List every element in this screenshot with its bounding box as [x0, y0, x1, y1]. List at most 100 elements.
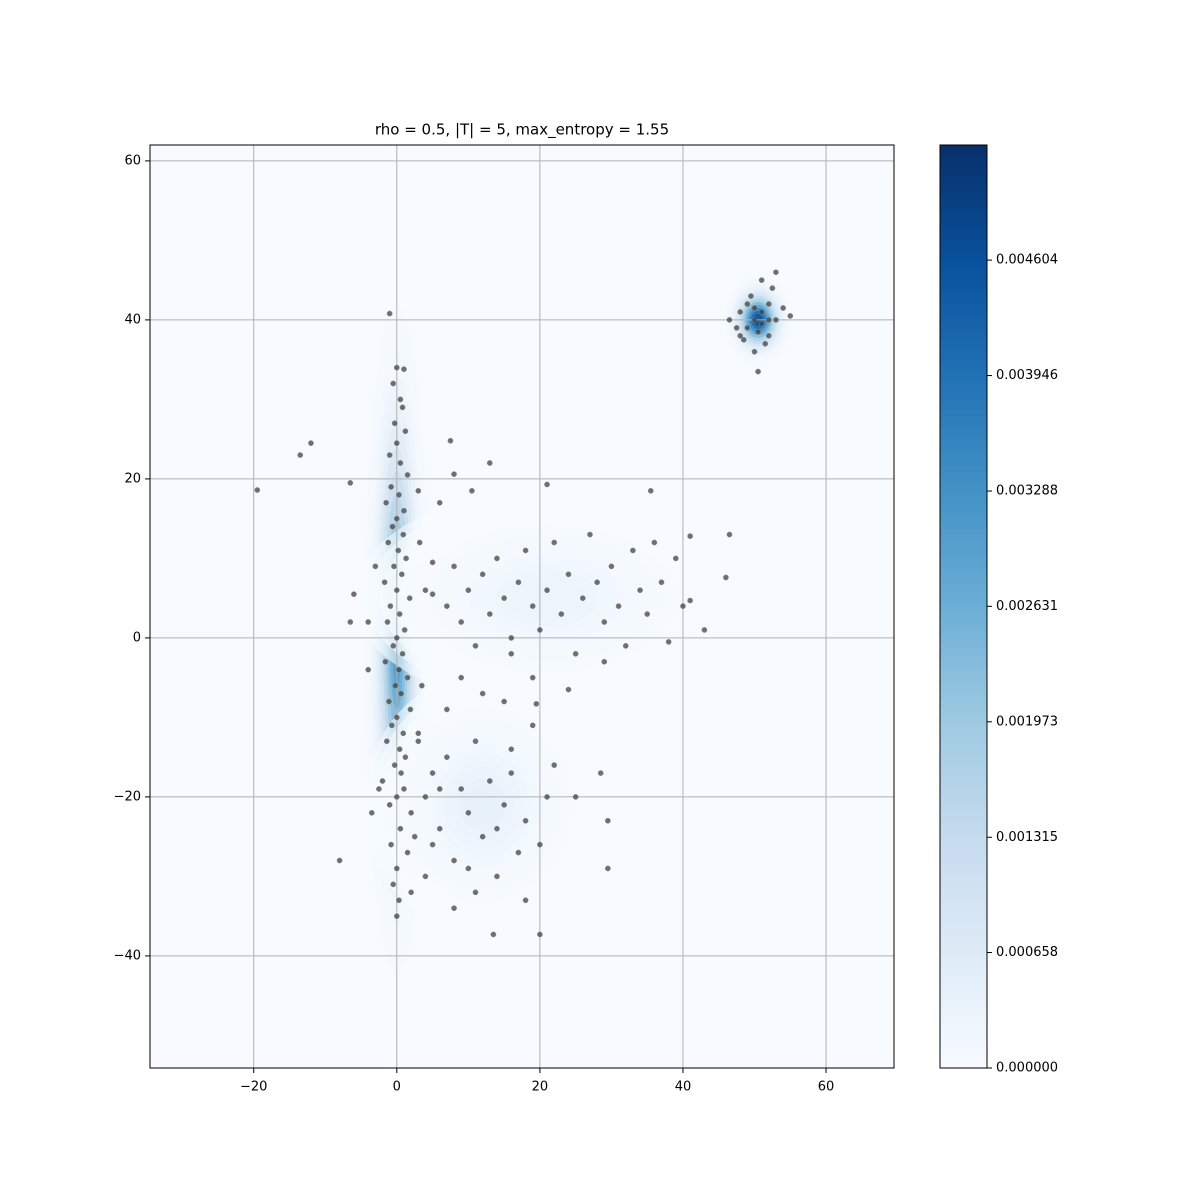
point: [780, 305, 786, 311]
point: [508, 746, 515, 753]
point: [615, 603, 622, 609]
point: [429, 841, 436, 848]
point: [384, 619, 391, 625]
point: [385, 539, 392, 546]
point: [436, 786, 443, 792]
point: [395, 547, 402, 554]
colorbar-tick-label: 0.002631: [996, 599, 1058, 614]
point: [737, 332, 744, 339]
point: [501, 802, 507, 808]
point: [486, 778, 493, 784]
point: [392, 682, 399, 689]
point: [400, 730, 407, 737]
colorbar-tick-label: 0.003288: [996, 484, 1058, 499]
point: [403, 555, 409, 562]
point: [744, 325, 751, 331]
point: [687, 597, 693, 604]
point: [637, 587, 643, 594]
point: [465, 809, 472, 816]
point: [515, 849, 522, 856]
point: [397, 396, 404, 403]
colorbar-tick-label: 0.001315: [996, 830, 1058, 845]
point: [401, 366, 407, 373]
point: [396, 746, 403, 753]
point: [388, 484, 394, 490]
point: [608, 563, 615, 570]
point: [773, 317, 779, 323]
point: [396, 611, 403, 617]
point: [773, 269, 779, 276]
point: [444, 706, 450, 713]
point: [687, 533, 693, 539]
point: [572, 650, 579, 657]
point: [765, 317, 772, 323]
point: [444, 603, 450, 609]
point: [787, 313, 794, 319]
point: [522, 817, 529, 824]
point: [393, 794, 400, 800]
x-tick-label: 20: [532, 1080, 549, 1095]
point: [416, 539, 423, 546]
point: [396, 897, 402, 904]
point: [386, 802, 393, 808]
point: [465, 587, 472, 594]
point: [755, 368, 761, 375]
colorbar: [939, 144, 988, 1069]
point: [308, 440, 314, 446]
point: [733, 325, 740, 331]
plot-frame: [149, 144, 895, 1069]
point: [401, 627, 408, 633]
point: [393, 635, 400, 641]
point: [397, 460, 404, 466]
point: [479, 833, 486, 840]
point: [604, 817, 611, 824]
point: [604, 865, 611, 872]
point: [762, 340, 769, 347]
point: [723, 574, 729, 581]
point: [508, 635, 515, 641]
point: [472, 738, 479, 745]
point: [415, 730, 422, 737]
point: [597, 770, 604, 776]
point: [572, 794, 579, 800]
point: [422, 587, 429, 594]
point: [465, 865, 472, 872]
point: [740, 336, 747, 343]
point: [758, 321, 765, 327]
point: [393, 587, 400, 594]
point: [508, 770, 515, 776]
point: [386, 452, 393, 458]
point: [389, 523, 396, 530]
point: [444, 754, 450, 761]
point: [758, 309, 765, 315]
point: [388, 841, 394, 848]
point: [418, 682, 425, 689]
point: [398, 690, 404, 697]
point: [376, 786, 382, 792]
point: [383, 499, 389, 506]
point: [751, 317, 758, 323]
point: [406, 595, 413, 602]
point: [458, 619, 465, 625]
y-tick-label: −20: [114, 789, 141, 804]
point: [751, 348, 758, 355]
points: [254, 269, 794, 938]
point: [447, 437, 454, 444]
colorbar-tick-label: 0.000658: [996, 945, 1058, 960]
point: [404, 472, 411, 478]
point: [765, 301, 772, 307]
point: [769, 285, 776, 291]
point: [393, 515, 400, 522]
point: [368, 809, 375, 816]
point: [393, 865, 400, 872]
point: [544, 794, 550, 800]
point: [565, 571, 572, 578]
point: [391, 420, 398, 427]
point: [726, 531, 733, 538]
point: [472, 643, 479, 649]
chart-title: rho = 0.5, |T| = 5, max_entropy = 1.55: [375, 121, 669, 140]
point: [393, 440, 400, 446]
point: [336, 857, 343, 864]
point: [422, 794, 429, 800]
